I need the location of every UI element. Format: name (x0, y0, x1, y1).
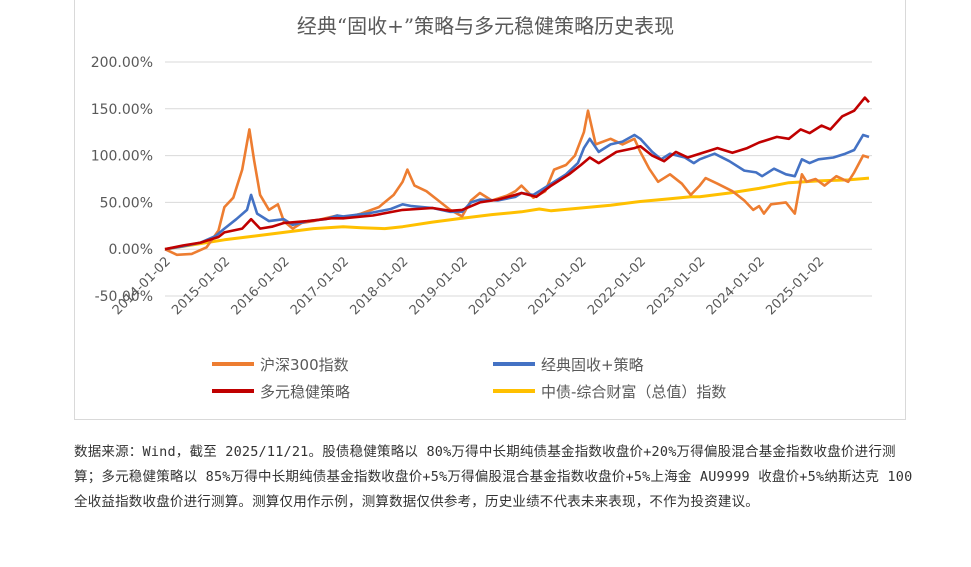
source-note: 数据来源：Wind，截至 2025/11/21。股债稳健策略以 80%万得中长期… (74, 444, 913, 510)
y-axis-ticks: 200.00% 150.00% 100.00% 50.00% 0.00% -50.00% (91, 55, 153, 305)
series-line-2 (164, 96, 870, 251)
x-tick-label: 2021-01-02 (526, 254, 590, 318)
series-line-1 (164, 133, 870, 251)
series-line-3 (164, 176, 870, 251)
line-chart: 200.00%150.00%100.00%50.00%0.00%-50.00% … (91, 55, 872, 401)
x-tick-label: 2015-01-02 (169, 254, 233, 318)
series-line-0 (164, 109, 870, 257)
chart-title: 经典“固收+”策略与多元稳健策略历史表现 (296, 14, 675, 38)
y-tick-label: 150.00% (91, 102, 153, 118)
gridlines (165, 61, 872, 297)
y-tick-label: 100.00% (91, 149, 153, 165)
legend-label: 沪深300指数 (260, 356, 349, 374)
series-lines (164, 96, 870, 257)
x-tick-label: 2014-01-02 (110, 254, 174, 318)
y-tick-label: 50.00% (100, 195, 153, 211)
x-tick-label: 2020-01-02 (466, 254, 530, 318)
x-axis-ticks: 2014-01-022015-01-022016-01-022017-01-02… (110, 254, 828, 318)
y-tick-label: 0.00% (109, 242, 153, 258)
x-tick-label: 2023-01-02 (644, 254, 708, 318)
x-tick-label: 2019-01-02 (407, 254, 471, 318)
legend-label: 经典固收+策略 (541, 356, 644, 374)
y-tick-label: 200.00% (91, 55, 153, 71)
x-tick-label: 2025-01-02 (763, 254, 827, 318)
y-tick-label: -50.00% (95, 289, 153, 305)
x-tick-label: 2018-01-02 (347, 254, 411, 318)
legend-label: 多元稳健策略 (260, 383, 350, 401)
x-tick-label: 2016-01-02 (229, 254, 293, 318)
legend-label: 中债-综合财富（总值）指数 (541, 383, 726, 401)
x-tick-label: 2024-01-02 (704, 254, 768, 318)
x-tick-label: 2022-01-02 (585, 254, 649, 318)
chart-frame (74, 0, 906, 420)
x-tick-label: 2017-01-02 (288, 254, 352, 318)
